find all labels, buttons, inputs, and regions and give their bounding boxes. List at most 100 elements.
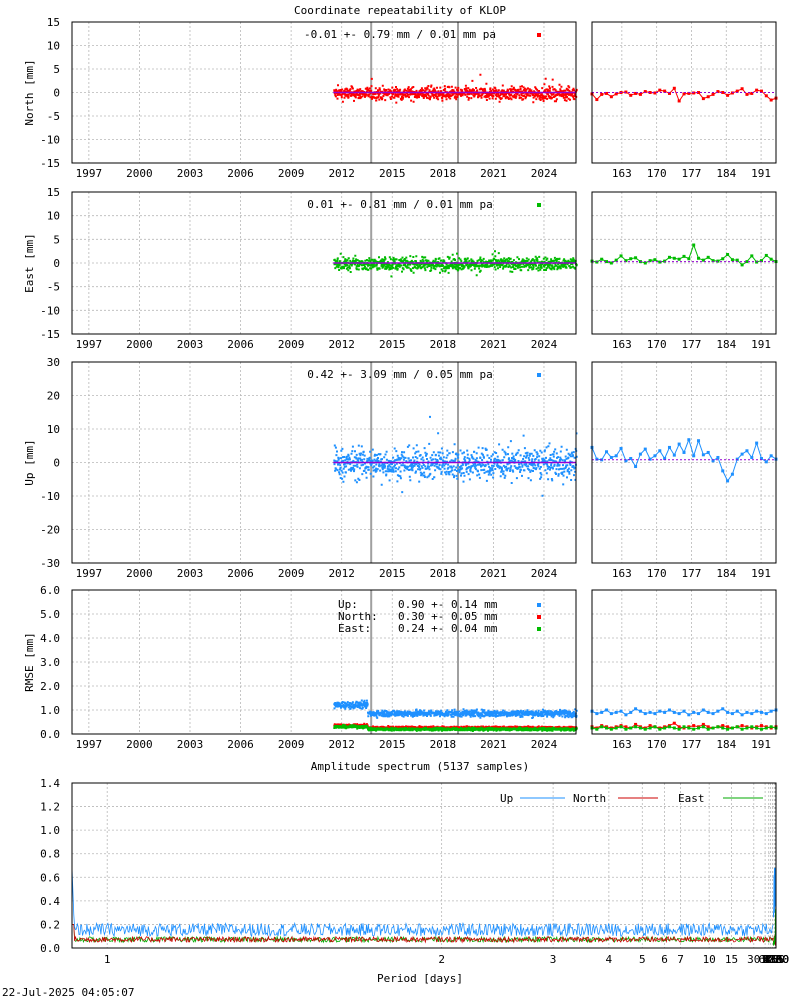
up-recent-point bbox=[740, 452, 744, 456]
east-recent-point bbox=[769, 257, 773, 261]
x-tick-label: 2009 bbox=[278, 167, 305, 180]
y-tick-label: 0.0 bbox=[40, 728, 60, 741]
east-recent-point bbox=[721, 257, 725, 261]
recent_up-point bbox=[687, 713, 691, 717]
spectrum-title: Amplitude spectrum (5137 samples) bbox=[311, 760, 530, 773]
y-tick-label: -15 bbox=[40, 328, 60, 341]
x-tick-label: 2006 bbox=[227, 738, 254, 751]
recent_up-point bbox=[759, 710, 763, 714]
up-recent-point bbox=[658, 449, 662, 453]
up-recent-point bbox=[629, 456, 633, 460]
recent_up-point bbox=[619, 709, 623, 713]
recent_east-point bbox=[735, 725, 739, 729]
x-tick-label: 2018 bbox=[430, 167, 457, 180]
rmse-legend-value: 0.24 +- 0.04 mm bbox=[398, 622, 498, 635]
x-tick-label: 2000 bbox=[126, 567, 153, 580]
east-recent-point bbox=[706, 255, 710, 259]
spectrum-y-tick-label: 0.2 bbox=[40, 918, 60, 931]
spectrum-y-tick-label: 1.4 bbox=[40, 777, 60, 790]
up-recent-point bbox=[750, 455, 754, 459]
recent_north-point bbox=[648, 724, 652, 728]
recent_up-point bbox=[697, 712, 701, 716]
recent_up-point bbox=[634, 707, 638, 711]
up-recent-point bbox=[697, 439, 701, 443]
spectrum-x-tick-label: 6 bbox=[661, 953, 668, 966]
spectrum-legend-label: Up bbox=[500, 792, 513, 805]
up-recent-point bbox=[687, 438, 691, 442]
x-tick-label: 2006 bbox=[227, 167, 254, 180]
y-tick-label: 3.0 bbox=[40, 656, 60, 669]
recent_north-point bbox=[721, 724, 725, 728]
recent-x-tick-label: 184 bbox=[716, 338, 736, 351]
x-tick-label: 1997 bbox=[76, 738, 103, 751]
x-tick-label: 2009 bbox=[278, 567, 305, 580]
y-tick-label: 5 bbox=[53, 233, 60, 246]
north-recent-point bbox=[697, 91, 701, 94]
up-recent-point bbox=[730, 472, 734, 476]
spectrum-x-tick-label: 122 bbox=[761, 953, 781, 966]
east-recent-point bbox=[643, 261, 647, 265]
north-recent-point bbox=[687, 91, 691, 95]
east-recent-point bbox=[605, 260, 609, 264]
spectrum-y-tick-label: 0.0 bbox=[40, 942, 60, 955]
up-recent-point bbox=[764, 460, 768, 464]
y-tick-label: -5 bbox=[47, 110, 60, 123]
y-tick-label: 6.0 bbox=[40, 584, 60, 597]
up-recent-point bbox=[735, 457, 739, 461]
up-recent-point bbox=[672, 453, 676, 457]
up-panel: -30 -20 -10 0 10 20 30 1997 2000 2003 2006 2009 2012… bbox=[23, 356, 778, 580]
x-tick-label: 2015 bbox=[379, 567, 406, 580]
y-tick-label: 0 bbox=[53, 457, 60, 470]
north-scatter bbox=[333, 73, 578, 104]
east-recent-point bbox=[619, 254, 623, 258]
east-recent-point bbox=[750, 254, 754, 258]
y-tick-label: -15 bbox=[40, 157, 60, 170]
x-tick-label: 2015 bbox=[379, 738, 406, 751]
recent_east-point bbox=[638, 726, 642, 730]
spectrum-x-tick-label: 91 bbox=[762, 953, 775, 966]
up-recent-point bbox=[692, 454, 696, 458]
spectrum-x-tick-label: 4 bbox=[606, 953, 613, 966]
x-tick-label: 2006 bbox=[227, 338, 254, 351]
recent_north-point bbox=[759, 724, 763, 728]
rmse-legend-label: East: bbox=[338, 622, 371, 635]
recent-x-tick-label: 191 bbox=[751, 567, 771, 580]
spectrum-y-tick-label: 0.4 bbox=[40, 895, 60, 908]
up-legend-marker bbox=[537, 373, 541, 377]
east-recent-point bbox=[600, 257, 604, 261]
recent_up-point bbox=[701, 708, 705, 712]
north-recent-point bbox=[638, 92, 642, 96]
recent-x-tick-label: 170 bbox=[647, 567, 667, 580]
y-tick-label: 5.0 bbox=[40, 608, 60, 621]
x-tick-label: 2000 bbox=[126, 738, 153, 751]
up-recent-point bbox=[677, 442, 681, 446]
north-legend-marker bbox=[537, 33, 541, 37]
north-recent-point bbox=[600, 92, 604, 96]
spectrum-x-tick-label: 2 bbox=[438, 953, 445, 966]
north-main-frame bbox=[71, 21, 577, 164]
recent_east-point bbox=[711, 726, 715, 730]
recent_up-point bbox=[605, 708, 609, 712]
up-recent-point bbox=[595, 457, 599, 461]
north-recent-point bbox=[759, 89, 763, 93]
east-recent-point bbox=[624, 259, 628, 263]
recent_east-point bbox=[595, 727, 599, 731]
x-tick-label: 2003 bbox=[177, 338, 204, 351]
north-recent-point bbox=[740, 87, 744, 91]
y-tick-label: 20 bbox=[47, 390, 60, 403]
recent_east-point bbox=[740, 727, 744, 731]
spectrum-legend-label: East bbox=[678, 792, 705, 805]
y-tick-label: 5 bbox=[53, 63, 60, 76]
y-tick-label: -30 bbox=[40, 557, 60, 570]
north-recent-point bbox=[595, 98, 599, 102]
recent_up-point bbox=[663, 710, 667, 714]
east-recent-point bbox=[614, 258, 618, 262]
x-tick-label: 1997 bbox=[76, 567, 103, 580]
y-tick-label: 2.0 bbox=[40, 680, 60, 693]
recent_east-point bbox=[677, 727, 681, 731]
y-tick-label: 15 bbox=[47, 186, 60, 199]
x-tick-label: 2006 bbox=[227, 567, 254, 580]
recent_up-point bbox=[726, 710, 730, 714]
spectrum-panel: Amplitude spectrum (5137 samples) 0.0 0.2 0… bbox=[40, 760, 789, 985]
